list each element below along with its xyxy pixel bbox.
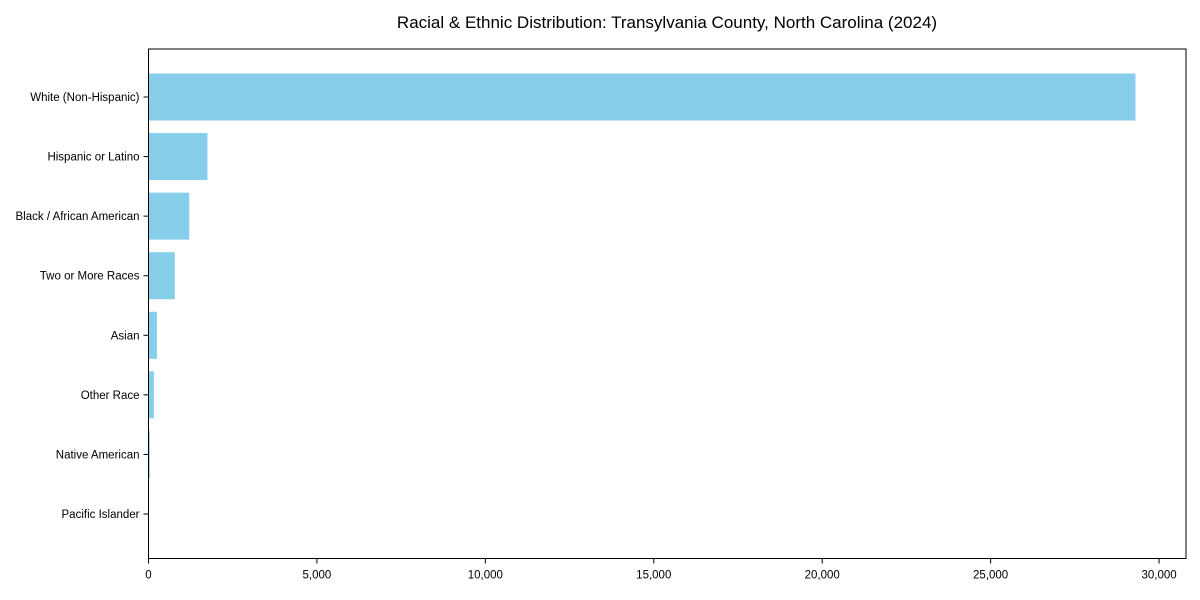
- x-axis-tick-label-30000: 30,000: [1141, 570, 1176, 582]
- x-axis-tick-label-0: 0: [145, 570, 151, 582]
- x-axis-tick-label-10000: 10,000: [468, 570, 503, 582]
- y-axis-label-other-race: Other Race: [81, 390, 140, 402]
- x-axis-tick-label-20000: 20,000: [805, 570, 840, 582]
- y-axis-label-two-or-more-races: Two or More Races: [40, 271, 140, 283]
- y-axis-label-black-african-american: Black / African American: [16, 211, 140, 223]
- x-axis-tick-label-5000: 5,000: [303, 570, 332, 582]
- x-axis-tick-label-25000: 25,000: [973, 570, 1008, 582]
- plot-frame: [148, 48, 1187, 559]
- chart-title: Racial & Ethnic Distribution: Transylvan…: [396, 13, 938, 32]
- bar-other-race: [148, 371, 154, 419]
- y-axis-label-asian: Asian: [111, 330, 140, 342]
- bar-native-american: [148, 430, 150, 478]
- bar-asian: [148, 311, 157, 359]
- x-axis-tick-label-15000: 15,000: [636, 570, 671, 582]
- bar-two-or-more-races: [148, 252, 175, 300]
- y-axis-label-white-non-hispanic: White (Non-Hispanic): [30, 92, 139, 104]
- y-axis-label-native-american: Native American: [56, 449, 140, 461]
- bar-white-non-hispanic: [148, 73, 1136, 121]
- y-axis-label-pacific-islander: Pacific Islander: [62, 509, 140, 521]
- bar-hispanic-or-latino: [148, 133, 208, 181]
- bar-black-african-american: [148, 192, 190, 240]
- y-axis-label-hispanic-or-latino: Hispanic or Latino: [47, 152, 139, 164]
